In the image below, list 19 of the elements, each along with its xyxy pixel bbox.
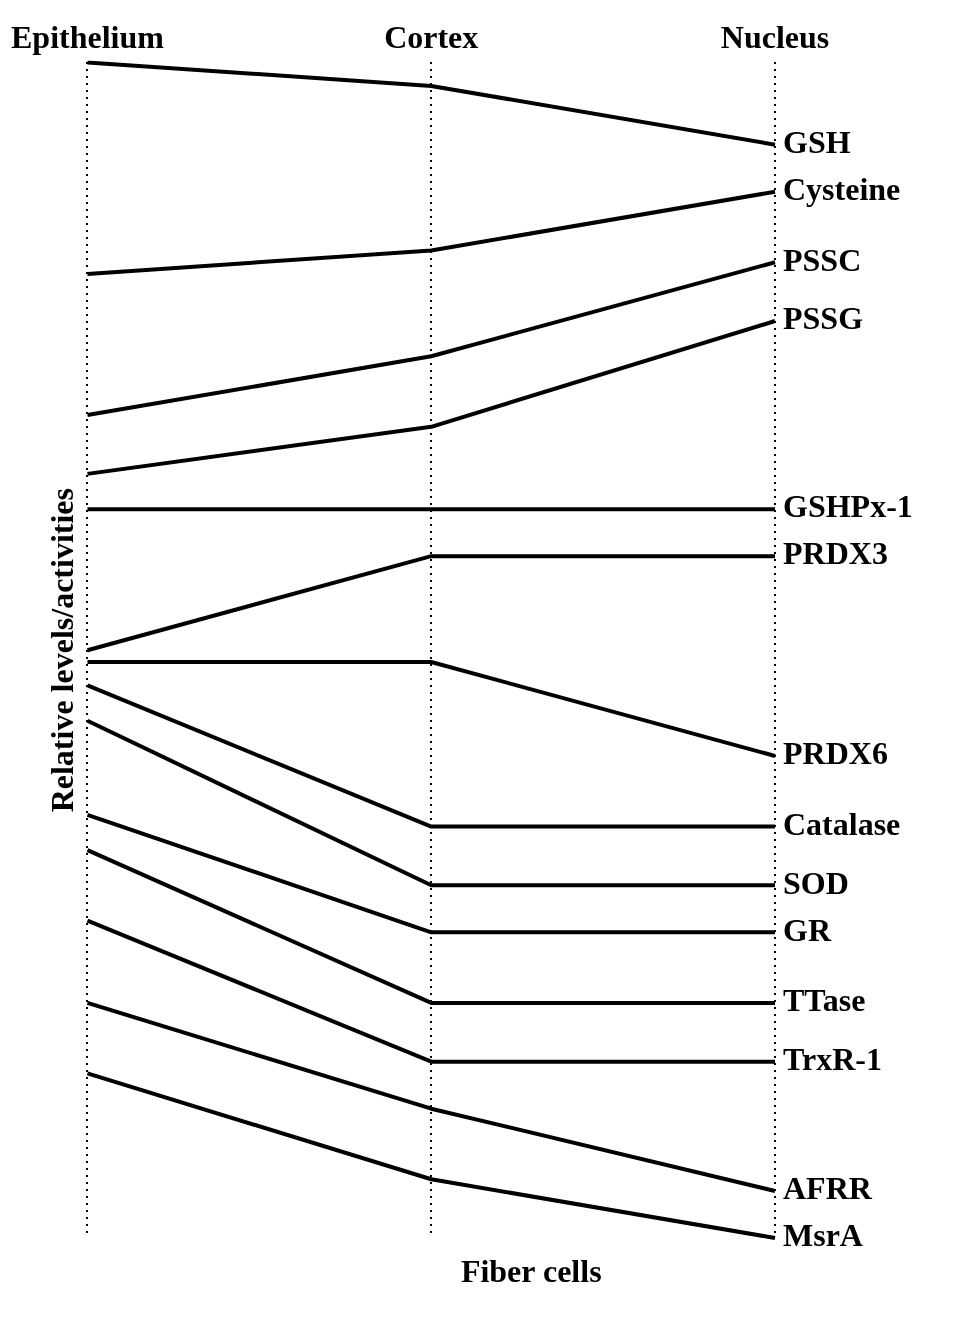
series-label: GR: [783, 911, 832, 948]
y-axis-title: Relative levels/activities: [43, 488, 80, 813]
series-label: GSH: [783, 123, 851, 160]
series-label: TrxR-1: [783, 1040, 882, 1077]
series-label: AFRR: [783, 1170, 873, 1207]
series-label: PRDX3: [783, 535, 888, 572]
x-tick-label: Cortex: [384, 19, 479, 56]
series-label: TTase: [783, 982, 866, 1019]
series-label: GSHPx-1: [783, 488, 913, 525]
x-tick-label: Nucleus: [720, 19, 830, 56]
x-axis-title: Fiber cells: [460, 1253, 602, 1290]
series-label: PRDX6: [783, 735, 888, 772]
series-label: Catalase: [783, 805, 901, 842]
series-label: Cysteine: [783, 170, 901, 207]
series-label: MsrA: [783, 1217, 863, 1254]
x-tick-label: Epithelium: [11, 19, 165, 56]
series-label: PSSC: [783, 241, 862, 278]
series-label: SOD: [783, 864, 849, 901]
series-label: PSSG: [783, 300, 864, 337]
